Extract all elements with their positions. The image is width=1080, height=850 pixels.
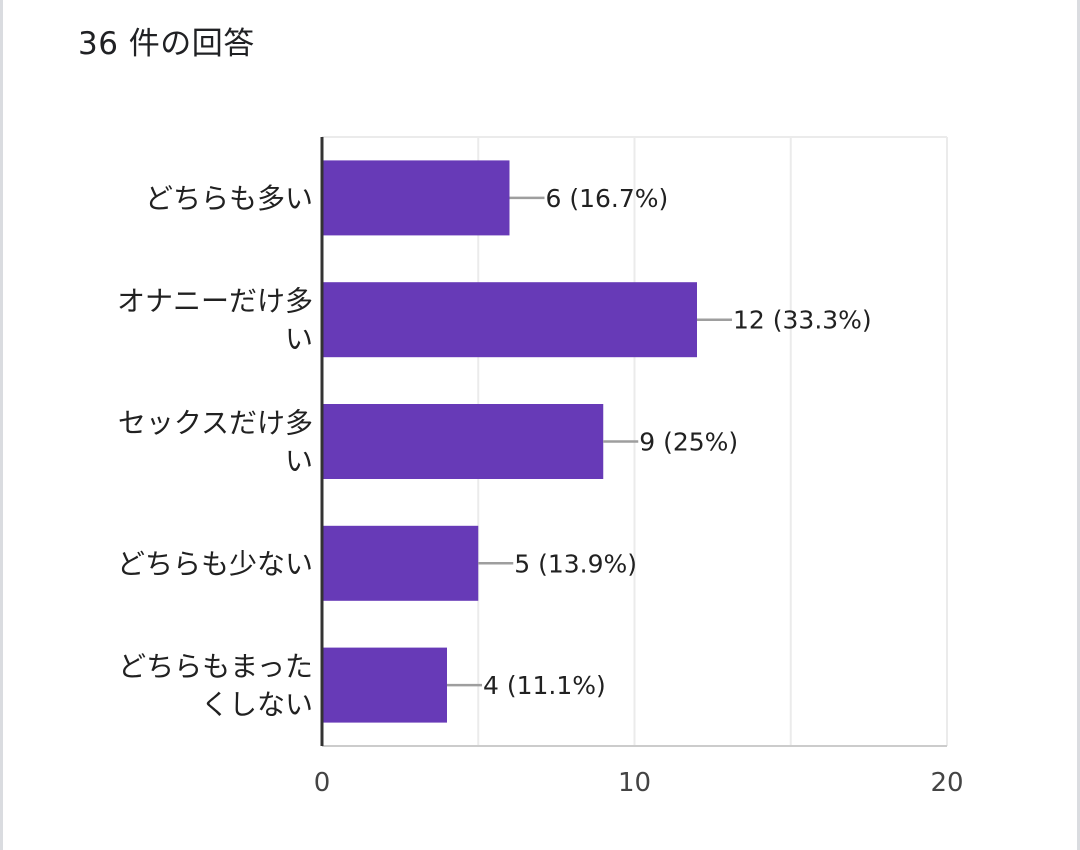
bar-value-label-3: 5 (13.9%) xyxy=(514,549,637,578)
category-label-1-line-0: オナニーだけ多 xyxy=(117,285,313,318)
bar-0 xyxy=(322,160,510,236)
category-label-4-line-0: どちらもまった xyxy=(118,650,313,683)
bar-4 xyxy=(322,647,447,723)
bar-value-label-0: 6 (16.7%) xyxy=(546,184,669,213)
x-tick-label-10: 10 xyxy=(618,768,651,798)
response-count: 36 件の回答 xyxy=(78,26,255,62)
x-tick-label-20: 20 xyxy=(930,768,963,798)
bar-value-label-2: 9 (25%) xyxy=(639,428,738,457)
bar-value-label-1: 12 (33.3%) xyxy=(733,306,872,335)
bar-1 xyxy=(322,282,697,358)
bar-value-label-4: 4 (11.1%) xyxy=(483,671,606,700)
bar-3 xyxy=(322,525,479,601)
category-label-1-line-1: い xyxy=(285,323,313,356)
category-label-2-line-1: い xyxy=(285,445,313,478)
category-label-3: どちらも少ない xyxy=(117,547,313,580)
bar-2 xyxy=(322,404,604,479)
x-tick-label-0: 0 xyxy=(314,768,331,798)
category-label-2-line-0: セックスだけ多 xyxy=(118,407,313,440)
category-label-4-line-1: くしない xyxy=(201,688,313,721)
category-label-0: どちらも多い xyxy=(145,182,313,215)
